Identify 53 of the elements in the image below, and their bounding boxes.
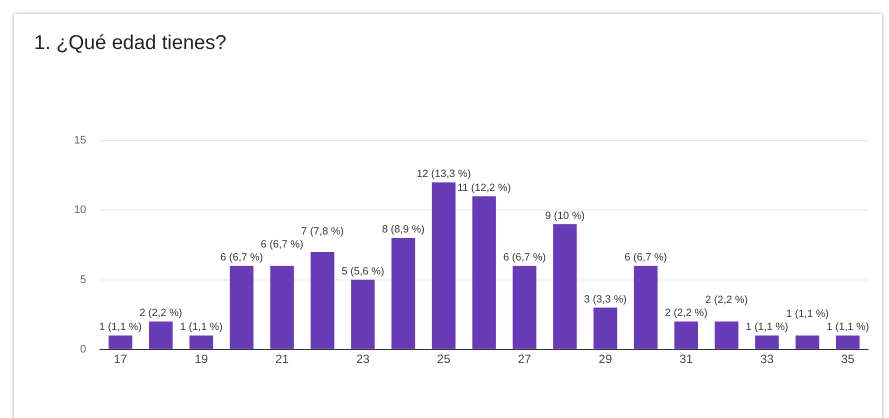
bar <box>553 224 577 349</box>
bar <box>674 322 698 349</box>
chart-title: 1. ¿Qué edad tienes? <box>34 32 226 55</box>
y-tick-label: 0 <box>80 343 86 356</box>
x-tick-label: 21 <box>275 352 290 366</box>
bar <box>512 266 536 349</box>
data-label: 6 (6,7 %) <box>220 252 263 264</box>
x-tick-label: 31 <box>679 352 694 366</box>
y-tick-label: 15 <box>74 134 86 147</box>
data-label: 11 (12,2 %) <box>457 182 511 194</box>
data-label: 2 (2,2 %) <box>705 294 748 306</box>
data-label: 5 (5,6 %) <box>342 265 384 278</box>
x-tick-label: 25 <box>437 352 451 366</box>
data-label: 3 (3,3 %) <box>584 293 627 306</box>
x-tick-label: 33 <box>760 352 774 366</box>
bar <box>149 322 173 349</box>
data-label: 2 (2,2 %) <box>664 307 708 320</box>
data-label: 12 (13,3 %) <box>416 168 471 180</box>
y-tick-label: 10 <box>74 204 86 216</box>
bar <box>432 182 456 349</box>
data-label: 6 (6,7 %) <box>624 252 668 264</box>
data-label: 1 (1,1 %) <box>99 321 142 334</box>
bar <box>270 266 294 349</box>
bar <box>755 335 779 349</box>
data-label: 1 (1,1 %) <box>180 321 223 334</box>
data-label: 6 (6,7 %) <box>503 252 546 264</box>
data-label: 2 (2,2 %) <box>140 307 182 320</box>
x-tick-label: 27 <box>518 352 532 366</box>
data-label: 9 (10 %) <box>545 210 585 222</box>
bar <box>310 252 334 349</box>
y-tick-label: 5 <box>80 274 86 286</box>
bar <box>594 308 618 349</box>
bar <box>391 238 416 349</box>
x-tick-label: 23 <box>356 352 370 366</box>
bar <box>108 335 132 349</box>
bar <box>634 266 658 349</box>
data-label: 7 (7,8 %) <box>301 226 344 238</box>
x-tick-label: 29 <box>598 352 612 366</box>
data-label: 1 (1,1 %) <box>826 321 870 334</box>
bar <box>796 335 820 349</box>
data-label: 6 (6,7 %) <box>260 238 304 251</box>
x-tick-label: 17 <box>114 352 128 366</box>
bar <box>472 196 496 349</box>
bar <box>836 335 860 349</box>
x-tick-label: 19 <box>194 352 208 366</box>
bar <box>714 322 738 349</box>
x-tick-label: 35 <box>841 352 855 366</box>
bar <box>351 280 375 349</box>
data-label: 1 (1,1 %) <box>786 308 829 320</box>
data-label: 8 (8,9 %) <box>382 224 425 236</box>
bar <box>230 266 254 349</box>
data-label: 1 (1,1 %) <box>746 321 788 334</box>
bar <box>189 335 214 349</box>
